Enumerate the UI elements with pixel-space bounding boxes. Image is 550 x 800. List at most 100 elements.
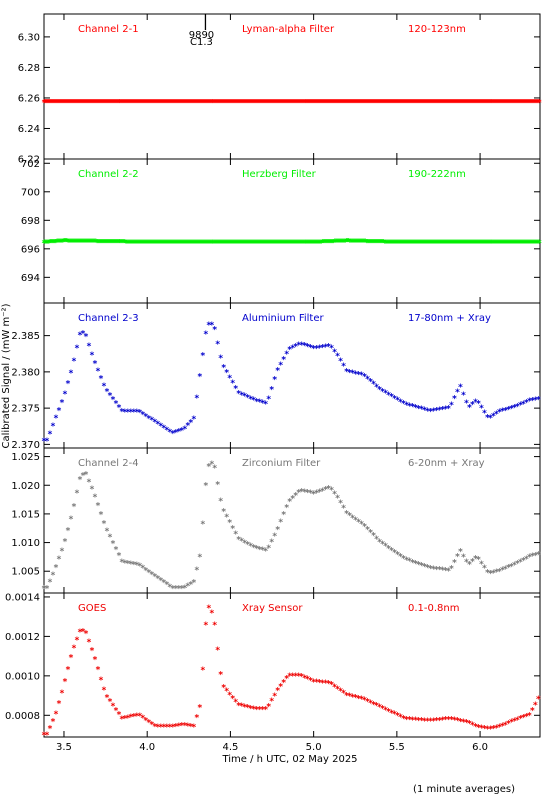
data-point: * [393, 239, 398, 249]
data-point: * [44, 731, 49, 741]
data-point: * [116, 403, 121, 413]
data-point: * [430, 239, 435, 249]
data-point: * [206, 604, 211, 614]
data-point: * [95, 666, 100, 676]
data-point: * [236, 99, 241, 109]
data-point: * [326, 485, 331, 495]
data-point: * [466, 99, 471, 109]
data-point: * [512, 99, 517, 109]
data-point: * [173, 99, 178, 109]
x-tick-label: 5.0 [306, 742, 322, 753]
data-point: * [335, 352, 340, 362]
data-point: * [356, 370, 361, 380]
data-point: * [218, 671, 223, 681]
data-point: * [324, 99, 329, 109]
data-point: * [239, 702, 244, 712]
data-point: * [362, 99, 367, 109]
data-point: * [524, 239, 529, 249]
data-point: * [491, 239, 496, 249]
data-point: * [293, 239, 298, 249]
data-point: * [507, 99, 512, 109]
data-point: * [385, 99, 390, 109]
data-point: * [388, 99, 393, 109]
data-point: * [425, 239, 430, 249]
data-point: * [144, 99, 149, 109]
data-point: * [153, 99, 158, 109]
data-point: * [235, 239, 240, 249]
data-point: * [167, 723, 172, 733]
data-point: * [491, 724, 496, 734]
data-point: * [78, 238, 83, 248]
data-point: * [517, 239, 522, 249]
data-point: * [299, 341, 304, 351]
data-point: * [374, 535, 379, 545]
data-point: * [182, 239, 187, 249]
data-point: * [290, 495, 295, 505]
data-point: * [95, 367, 100, 377]
data-point: * [118, 99, 123, 109]
data-point: * [318, 239, 323, 249]
data-point: * [383, 99, 388, 109]
data-point: * [167, 583, 172, 593]
data-point: * [229, 99, 234, 109]
data-point: * [382, 239, 387, 249]
data-point: * [43, 239, 48, 249]
data-point: * [533, 551, 538, 561]
data-point: * [120, 99, 125, 109]
data-point: * [295, 99, 300, 109]
data-point: * [336, 99, 341, 109]
data-point: * [435, 239, 440, 249]
data-point: * [110, 702, 115, 712]
data-point: * [84, 238, 89, 248]
data-point: * [535, 99, 540, 109]
data-point: * [89, 238, 94, 248]
data-point: * [393, 99, 398, 109]
data-point: * [347, 692, 352, 702]
data-point: * [76, 99, 81, 109]
y-tick-label: 1.015 [11, 509, 40, 520]
data-point: * [449, 565, 454, 575]
data-point: * [260, 399, 265, 409]
data-point: * [59, 238, 64, 248]
data-point: * [194, 239, 199, 249]
data-point: * [383, 389, 388, 399]
data-point: * [404, 239, 409, 249]
data-point: * [493, 99, 498, 109]
data-point: * [84, 99, 89, 109]
data-point: * [78, 99, 83, 109]
data-point: * [308, 99, 313, 109]
data-point: * [233, 384, 238, 394]
data-point: * [422, 562, 427, 572]
data-point: * [269, 239, 274, 249]
data-point: * [148, 239, 153, 249]
data-point: * [378, 99, 383, 109]
data-point: * [506, 719, 511, 729]
data-point: * [413, 559, 418, 569]
data-point: * [245, 99, 250, 109]
data-point: * [351, 238, 356, 248]
data-point: * [418, 99, 423, 109]
data-point: * [199, 239, 204, 249]
data-point: * [446, 404, 451, 414]
data-point: * [377, 239, 382, 249]
data-point: * [137, 239, 142, 249]
data-point: * [50, 99, 55, 109]
data-point: * [279, 99, 284, 109]
data-point: * [499, 239, 504, 249]
data-point: * [449, 401, 454, 411]
data-point: * [467, 720, 472, 730]
data-point: * [200, 666, 205, 676]
data-point: * [243, 239, 248, 249]
data-point: * [109, 239, 114, 249]
data-point: * [249, 99, 254, 109]
data-point: * [74, 636, 79, 646]
data-point: * [275, 367, 280, 377]
data-point: * [398, 398, 403, 408]
data-point: * [392, 239, 397, 249]
data-point: * [280, 99, 285, 109]
data-point: * [494, 568, 499, 578]
data-point: * [122, 239, 127, 249]
data-point: * [236, 536, 241, 546]
data-point: * [71, 644, 76, 654]
